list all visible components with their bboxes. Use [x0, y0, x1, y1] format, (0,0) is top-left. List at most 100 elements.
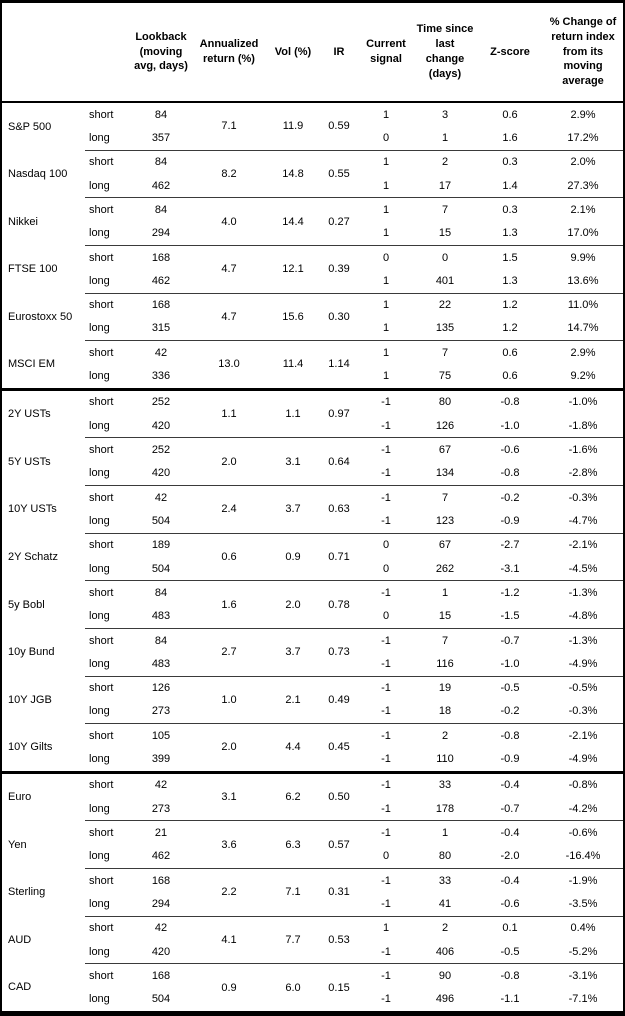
annualized-return-value: 3.6: [191, 820, 267, 869]
annualized-return-value: 2.4: [191, 485, 267, 534]
annualized-return-value: 2.0: [191, 437, 267, 486]
horizon-label: long: [89, 850, 110, 863]
current-signal-value: -1: [359, 627, 413, 653]
pct-change-value: -2.1%: [543, 723, 623, 748]
current-signal-value: -1: [381, 753, 391, 766]
lookback-value: 315: [151, 322, 171, 335]
horizon-label: long: [89, 705, 110, 718]
pct-change-value: -0.8%: [543, 770, 623, 798]
horizon-label: short: [89, 108, 114, 121]
vol-value: 12.1: [267, 244, 319, 293]
zscore-value: -1.1: [500, 993, 520, 1006]
current-signal-value: 1: [359, 197, 413, 222]
horizon-label: short: [85, 675, 131, 700]
lookback-value: 273: [151, 802, 171, 815]
time-since-change-value: 116: [436, 657, 454, 670]
horizon-label: long: [89, 370, 110, 383]
zscore-value: -0.7: [500, 802, 520, 815]
lookback-value: 84: [131, 197, 191, 222]
asset-name: 10y Bund: [8, 646, 55, 659]
ir-value: 0.97: [319, 387, 359, 438]
horizon-label: short: [85, 244, 131, 270]
time-since-change-value: 1: [441, 131, 449, 144]
table-row: MSCI EM short 42 13.0 11.4 1.14 1 7 0.6 2.9%: [2, 340, 623, 390]
vol-value: 4.4: [267, 723, 319, 773]
pct-change-value: -4.8%: [568, 610, 598, 623]
current-signal-value: 0: [382, 562, 390, 575]
annualized-return-value: 4.7: [191, 292, 267, 341]
time-since-change-value: 2: [413, 149, 477, 174]
time-since-change-value: 134: [435, 467, 455, 480]
time-since-change-value: 1: [413, 580, 477, 605]
zscore-value: -2.7: [477, 532, 543, 557]
current-signal-value: -1: [381, 419, 391, 432]
time-since-change-value: 135: [435, 322, 455, 335]
current-signal-value: -1: [381, 897, 391, 910]
zscore-value: -1.0: [500, 657, 520, 670]
zscore-value: 0.6: [477, 340, 543, 365]
trend-signals-table: Lookback (moving avg, days) Annualized re…: [2, 3, 623, 1011]
vol-value: 3.7: [267, 485, 319, 534]
lookback-value: 357: [151, 131, 171, 144]
lookback-value: 294: [151, 897, 171, 910]
table-row: Eurostoxx 50 short 168 4.7 15.6 0.30 1 22 1.2 11.…: [2, 292, 623, 341]
pct-change-value: 0.4%: [543, 915, 623, 940]
asset-name: Yen: [8, 838, 27, 851]
pct-change-value: -1.6%: [543, 437, 623, 462]
table-row: long 294 1 15 1.3 17.0%: [2, 222, 623, 246]
asset-name: 5Y USTs: [8, 455, 51, 468]
current-signal-value: -1: [381, 945, 391, 958]
current-signal-value: 0: [382, 610, 390, 623]
col-asset: [2, 3, 85, 103]
horizon-label: long: [89, 993, 110, 1006]
horizon-label: short: [85, 915, 131, 940]
time-since-change-value: 7: [413, 340, 477, 365]
asset-name: Nikkei: [8, 215, 38, 228]
ir-value: 0.63: [319, 485, 359, 534]
col-time-since-change: Time since last change (days): [413, 3, 477, 103]
pct-change-value: -7.1%: [568, 993, 598, 1006]
lookback-value: 294: [151, 227, 171, 240]
pct-change-value: -1.3%: [543, 627, 623, 653]
pct-change-value: -4.2%: [568, 802, 598, 815]
zscore-value: -0.8: [477, 387, 543, 415]
time-since-change-value: 406: [435, 945, 455, 958]
lookback-value: 462: [151, 850, 171, 863]
zscore-value: -0.8: [477, 963, 543, 988]
table-row: long 315 1 135 1.2 14.7%: [2, 317, 623, 341]
horizon-label: long: [89, 657, 110, 670]
zscore-value: 0.6: [502, 108, 518, 121]
current-signal-value: -1: [359, 675, 413, 700]
ir-value: 0.55: [319, 149, 359, 198]
asset-name: 2Y Schatz: [8, 550, 58, 563]
time-since-change-value: 41: [438, 897, 452, 910]
zscore-value: -0.4: [477, 820, 543, 845]
lookback-value: 105: [131, 723, 191, 748]
header-row: Lookback (moving avg, days) Annualized re…: [2, 3, 623, 103]
lookback-value: 168: [131, 868, 191, 893]
table-row: 5y Bobl short 84 1.6 2.0 0.78 -1 1 -1.2 -1.3%: [2, 580, 623, 629]
lookback-value: 84: [131, 580, 191, 605]
pct-change-value: 2.9%: [543, 340, 623, 365]
time-since-change-value: 110: [436, 753, 454, 766]
ir-value: 0.73: [319, 627, 359, 676]
current-signal-value: -1: [359, 820, 413, 845]
vol-value: 3.7: [267, 627, 319, 676]
ir-value: 0.78: [319, 580, 359, 629]
current-signal-value: 1: [359, 340, 413, 365]
horizon-label: short: [85, 963, 131, 988]
horizon-label: short: [85, 340, 131, 365]
current-signal-value: 1: [382, 370, 390, 383]
table-row: long 504 -1 496 -1.1 -7.1%: [2, 988, 623, 1011]
lookback-value: 399: [151, 753, 171, 766]
zscore-value: 0.3: [477, 149, 543, 174]
horizon-label: short: [85, 437, 131, 462]
current-signal-value: -1: [381, 514, 391, 527]
current-signal-value: -1: [359, 868, 413, 893]
zscore-value: 1.2: [477, 292, 543, 317]
ir-value: 0.30: [319, 292, 359, 341]
current-signal-value: 0: [359, 532, 413, 557]
horizon-label: long: [89, 514, 110, 527]
col-zscore: Z-score: [477, 3, 543, 103]
